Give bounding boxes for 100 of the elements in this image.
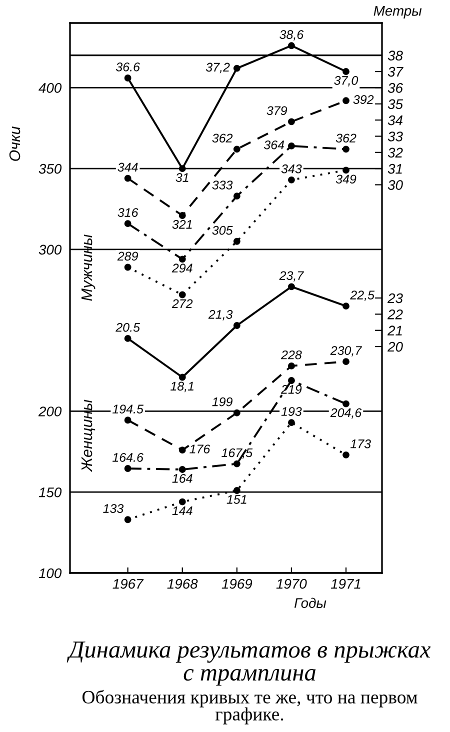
y2-tick-label: 30: [388, 180, 403, 190]
data-label: 21,3: [208, 310, 233, 320]
point: [178, 374, 186, 381]
point: [288, 283, 295, 290]
y2-tick-label: 35: [388, 99, 404, 110]
y2-tick-label: 21: [387, 326, 402, 336]
y2-tick-label: 34: [388, 115, 402, 126]
y-tick-label: 350: [38, 164, 62, 174]
point: [178, 256, 186, 263]
point: [124, 264, 132, 271]
point: [124, 74, 132, 82]
data-label: 36.6: [116, 62, 140, 72]
data-label: 362: [336, 134, 356, 143]
point: [233, 64, 240, 72]
annotation: Мужчины: [82, 234, 96, 301]
data-label: 362: [212, 134, 233, 143]
data-label: 38,6: [280, 30, 304, 40]
data-label: 144: [172, 506, 192, 516]
text: Обозначения кривых те же, что на первом графике.: [82, 690, 418, 724]
point: [178, 291, 186, 298]
point: [178, 498, 186, 506]
data-label: 18,1: [170, 382, 194, 392]
data-label: 204,6: [330, 408, 362, 419]
point: [124, 174, 132, 182]
point: [233, 322, 240, 329]
data-label: 316: [118, 208, 138, 217]
y2-tick-label: 31: [388, 164, 402, 174]
data-label: 228: [280, 350, 302, 360]
data-label: 272: [172, 299, 193, 308]
y2-tick-label: 23: [387, 293, 403, 304]
point: [342, 358, 350, 366]
data-label: 364: [264, 140, 284, 150]
point: [288, 419, 295, 426]
y-tick-label: 300: [38, 244, 62, 255]
y2-tick-label: 22: [387, 310, 403, 320]
y-tick-label: 150: [38, 487, 62, 498]
point: [233, 192, 240, 200]
data-label: 22,5: [350, 290, 375, 301]
y-tick-label: 100: [38, 568, 62, 578]
data-label: 151: [226, 495, 246, 504]
data-label: 173: [350, 439, 371, 448]
data-label: 379: [266, 106, 288, 116]
text: Динамика результатов в прыжках с трамплина: [66, 642, 431, 686]
y2-tick-label: 37: [388, 66, 404, 77]
point: [178, 165, 186, 172]
point: [178, 446, 186, 454]
point: [233, 146, 240, 153]
point: [124, 465, 132, 472]
point: [233, 487, 240, 494]
point: [342, 451, 350, 458]
point: [342, 68, 350, 75]
y2-tick-label: 33: [388, 132, 403, 142]
point: [342, 97, 350, 104]
data-label: 193: [281, 407, 302, 416]
y2-tick-label: 38: [388, 50, 403, 61]
data-label: 321: [172, 220, 192, 229]
data-label: 294: [172, 264, 192, 273]
point: [288, 176, 295, 184]
data-label: 333: [212, 180, 233, 190]
point: [342, 400, 350, 408]
data-label: 305: [212, 226, 233, 235]
data-label: 194.5: [112, 404, 144, 414]
data-label: 37,0: [334, 76, 358, 86]
x-axis-title: Годы: [294, 598, 326, 608]
x-tick-label: 1968: [167, 578, 198, 589]
y2-axis-title: Метры: [374, 6, 422, 18]
data-label: 344: [118, 162, 138, 172]
x-tick-label: 1970: [276, 578, 307, 589]
point: [178, 466, 186, 473]
point: [233, 409, 240, 416]
point: [124, 516, 132, 524]
x-tick-label: 1967: [112, 578, 144, 589]
point: [288, 142, 295, 150]
point: [342, 146, 350, 153]
data-label: 199: [212, 397, 232, 406]
data-label: 343: [281, 164, 302, 174]
point: [342, 302, 350, 310]
point: [288, 377, 295, 384]
data-label: 164: [172, 474, 192, 483]
y-tick-label: 200: [38, 406, 62, 416]
y-tick-label: 400: [38, 83, 62, 93]
data-label: 176: [190, 444, 210, 454]
point: [124, 416, 132, 424]
data-label: 164.6: [112, 453, 144, 462]
point: [288, 42, 295, 50]
data-label: 31: [176, 173, 188, 182]
data-label: 133: [103, 504, 124, 513]
point: [342, 166, 350, 174]
data-label: 349: [336, 174, 356, 184]
data-label: 230,7: [330, 346, 362, 356]
point: [233, 460, 240, 468]
y2-tick-label: 20: [387, 342, 403, 352]
y-axis-title: Очки: [9, 126, 20, 161]
y2-tick-label: 32: [388, 148, 403, 158]
data-label: 20.5: [116, 322, 140, 332]
annotation: Женщины: [82, 400, 96, 472]
point: [288, 118, 295, 126]
point: [233, 238, 240, 245]
x-tick-label: 1971: [330, 578, 360, 589]
point: [288, 362, 295, 370]
